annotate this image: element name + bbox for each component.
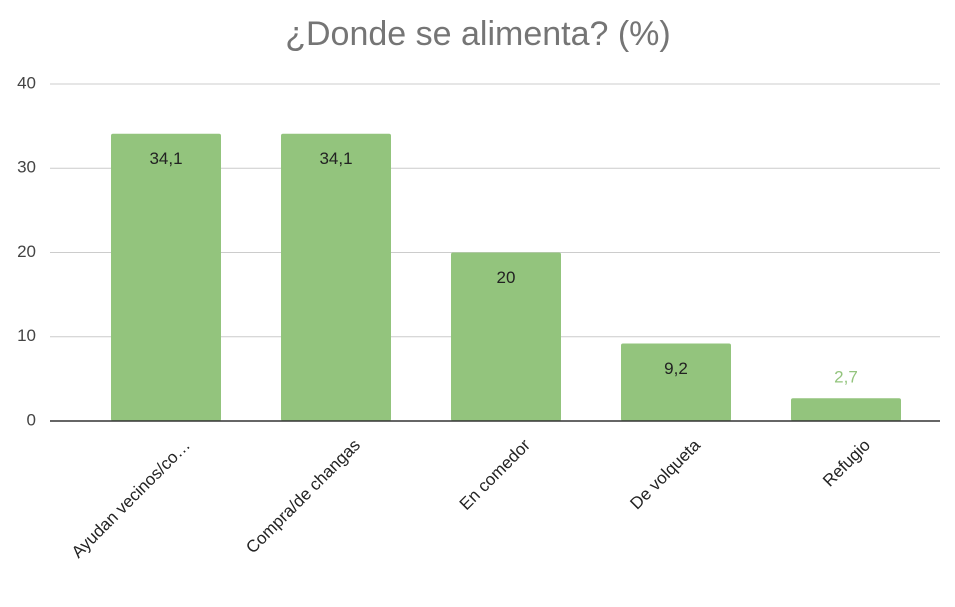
x-tick-label: De volqueta [626, 435, 704, 513]
y-tick-label: 10 [17, 326, 36, 345]
bar [621, 343, 731, 421]
data-label: 34,1 [319, 149, 352, 168]
data-label: 34,1 [149, 149, 182, 168]
data-label: 20 [497, 268, 516, 287]
bar [111, 133, 221, 421]
y-tick-label: 20 [17, 242, 36, 261]
x-tick-label: En comedor [456, 435, 534, 513]
chart-title: ¿Donde se alimenta? (%) [285, 15, 671, 53]
x-tick-label: Compra/de changas [242, 436, 364, 558]
data-label: 9,2 [664, 359, 688, 378]
y-tick-label: 30 [17, 158, 36, 177]
bar [451, 252, 561, 421]
bar [791, 398, 901, 421]
y-tick-label: 40 [17, 73, 36, 92]
x-tick-label: Refugio [819, 436, 874, 491]
bar [281, 133, 391, 421]
data-label: 2,7 [834, 368, 858, 387]
x-tick-label: Ayudan vecinos/co… [68, 436, 194, 562]
y-tick-label: 0 [27, 410, 36, 429]
